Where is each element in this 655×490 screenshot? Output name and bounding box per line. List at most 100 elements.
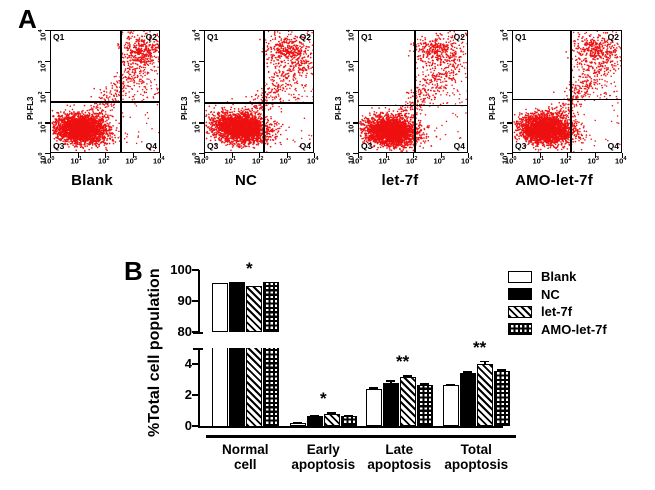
flow-y-axis-label: PI-FL3 xyxy=(488,96,497,120)
error-bar-cap xyxy=(386,379,396,382)
legend-item-nc[interactable]: NC xyxy=(508,286,650,304)
flow-y-tickmark xyxy=(45,91,50,93)
group-label: Early apoptosis xyxy=(272,442,375,472)
flow-x-tickmark xyxy=(286,153,288,158)
y-tick-lower xyxy=(192,393,199,396)
flow-y-tickmark xyxy=(45,122,50,124)
flow-x-tick: 104 xyxy=(153,156,165,166)
group-label-line1: Normal xyxy=(221,442,269,457)
bar-blank xyxy=(366,388,382,426)
group-rule xyxy=(206,435,285,438)
flow-x-tick: 100 xyxy=(197,156,209,166)
y-tick-upper xyxy=(192,269,199,272)
error-bar-cap xyxy=(420,383,430,385)
y-tick-lower xyxy=(192,362,199,365)
error-bar-cap xyxy=(403,375,413,377)
flow-plot-let-7f: PI-FL3 100 101 102 103 104 Q1 Q2 Q3 Q4 100 101 102 10… xyxy=(326,16,474,166)
flow-y-tickmark xyxy=(353,153,358,155)
group-label-line2: apoptosis xyxy=(291,457,356,473)
flow-y-axis-label: PI-FL3 xyxy=(180,96,189,120)
flow-x-tickmark xyxy=(539,153,541,158)
significance-marker: ** xyxy=(396,352,410,372)
legend-swatch xyxy=(508,305,532,318)
group-label-line2: apoptosis xyxy=(444,457,509,473)
bar-continuation xyxy=(263,348,279,426)
legend-label: NC xyxy=(541,286,560,302)
error-bar-cap xyxy=(497,369,507,371)
y-axis-title: %Total cell population xyxy=(146,268,163,438)
flow-x-tickmark xyxy=(160,153,162,158)
y-tick-label-upper: 80 xyxy=(177,324,192,339)
bar-amo-let-7f xyxy=(417,385,433,426)
quadrant-label-q4: Q4 xyxy=(299,140,311,151)
bar-plot-area: 80 90 100 0 2 4 * Normal cell * Early apoptosis ** La… xyxy=(170,260,516,472)
flow-plot-title: AMO-let-7f xyxy=(515,172,593,189)
quadrant-label-q1: Q1 xyxy=(361,32,373,42)
group-rule xyxy=(360,435,439,438)
flow-dot-cloud xyxy=(513,31,621,152)
flow-plot-box: Q1 Q2 Q3 Q4 xyxy=(512,30,622,153)
flow-x-tickmark xyxy=(468,153,470,158)
quadrant-label-q3: Q3 xyxy=(361,140,373,151)
error-bar-cap xyxy=(369,387,379,389)
flow-y-tickmark xyxy=(353,122,358,124)
legend-item-amo-let-7f[interactable]: AMO-let-7f xyxy=(508,321,650,339)
bar-nc xyxy=(460,372,476,426)
flow-plot-nc: PI-FL3 100 101 102 103 104 Q1 Q2 Q3 Q4 100 101 102 10… xyxy=(172,16,320,166)
legend-item-blank[interactable]: Blank xyxy=(508,268,650,286)
bar-nc xyxy=(229,282,245,332)
quadrant-label-q4: Q4 xyxy=(607,140,619,151)
bar-amo-let-7f xyxy=(263,282,279,332)
group-label: Late apoptosis xyxy=(348,442,451,472)
flow-y-tickmark xyxy=(353,91,358,93)
flow-x-tickmark xyxy=(413,153,415,158)
flow-y-axis-label: PI-FL3 xyxy=(26,96,35,120)
bar-let-7f xyxy=(400,376,416,426)
quadrant-label-q3: Q3 xyxy=(515,140,527,151)
bar-amo-let-7f xyxy=(494,370,510,426)
chart-legend: Blank NC let-7f AMO-let-7f xyxy=(508,268,650,338)
legend-label: let-7f xyxy=(541,304,573,320)
flow-x-tick: 101 xyxy=(378,156,390,166)
y-tick-label-upper: 90 xyxy=(177,293,192,308)
flow-y-axis-label: PI-FL3 xyxy=(334,96,343,120)
legend-item-let-7f[interactable]: let-7f xyxy=(508,303,650,321)
flow-plot-box: Q1 Q2 Q3 Q4 xyxy=(50,30,160,153)
flow-x-tickmark xyxy=(567,153,569,158)
group-rule xyxy=(437,435,516,438)
flow-x-tick: 102 xyxy=(98,156,110,166)
y-axis-lower-segment xyxy=(198,348,201,426)
quadrant-label-q1: Q1 xyxy=(207,32,219,42)
flow-x-tickmark xyxy=(385,153,387,158)
y-tick-upper xyxy=(192,300,199,303)
flow-x-tick: 100 xyxy=(43,156,55,166)
legend-label: AMO-let-7f xyxy=(541,321,607,337)
flow-x-tickmark xyxy=(204,153,206,158)
flow-y-tickmark xyxy=(45,60,50,63)
flow-y-tickmark xyxy=(507,153,512,155)
axis-break-upper xyxy=(193,332,203,335)
quadrant-horizontal-divider xyxy=(51,101,159,103)
flow-x-tickmark xyxy=(358,153,360,158)
y-tick-label-lower: 2 xyxy=(184,386,192,402)
error-bar-cap xyxy=(446,383,456,386)
flow-x-tickmark xyxy=(314,153,316,158)
quadrant-horizontal-divider xyxy=(513,98,621,101)
legend-swatch xyxy=(508,288,532,301)
quadrant-vertical-divider xyxy=(414,31,416,152)
bar-let-7f xyxy=(246,285,262,332)
flow-y-tickmark xyxy=(45,153,50,155)
flow-dot-cloud xyxy=(359,31,467,152)
group-label-line2: apoptosis xyxy=(367,457,432,473)
group-label-line1: Total xyxy=(460,442,492,457)
flow-x-tickmark xyxy=(512,153,514,158)
flow-x-tick: 102 xyxy=(406,156,418,166)
group-label: Total apoptosis xyxy=(425,442,528,472)
legend-label: Blank xyxy=(541,269,577,285)
flow-y-tickmark xyxy=(353,30,358,32)
error-bar-cap xyxy=(310,414,320,417)
flow-x-tickmark xyxy=(622,153,624,158)
flow-y-tickmark xyxy=(199,60,204,63)
flow-x-tickmark xyxy=(77,153,79,158)
